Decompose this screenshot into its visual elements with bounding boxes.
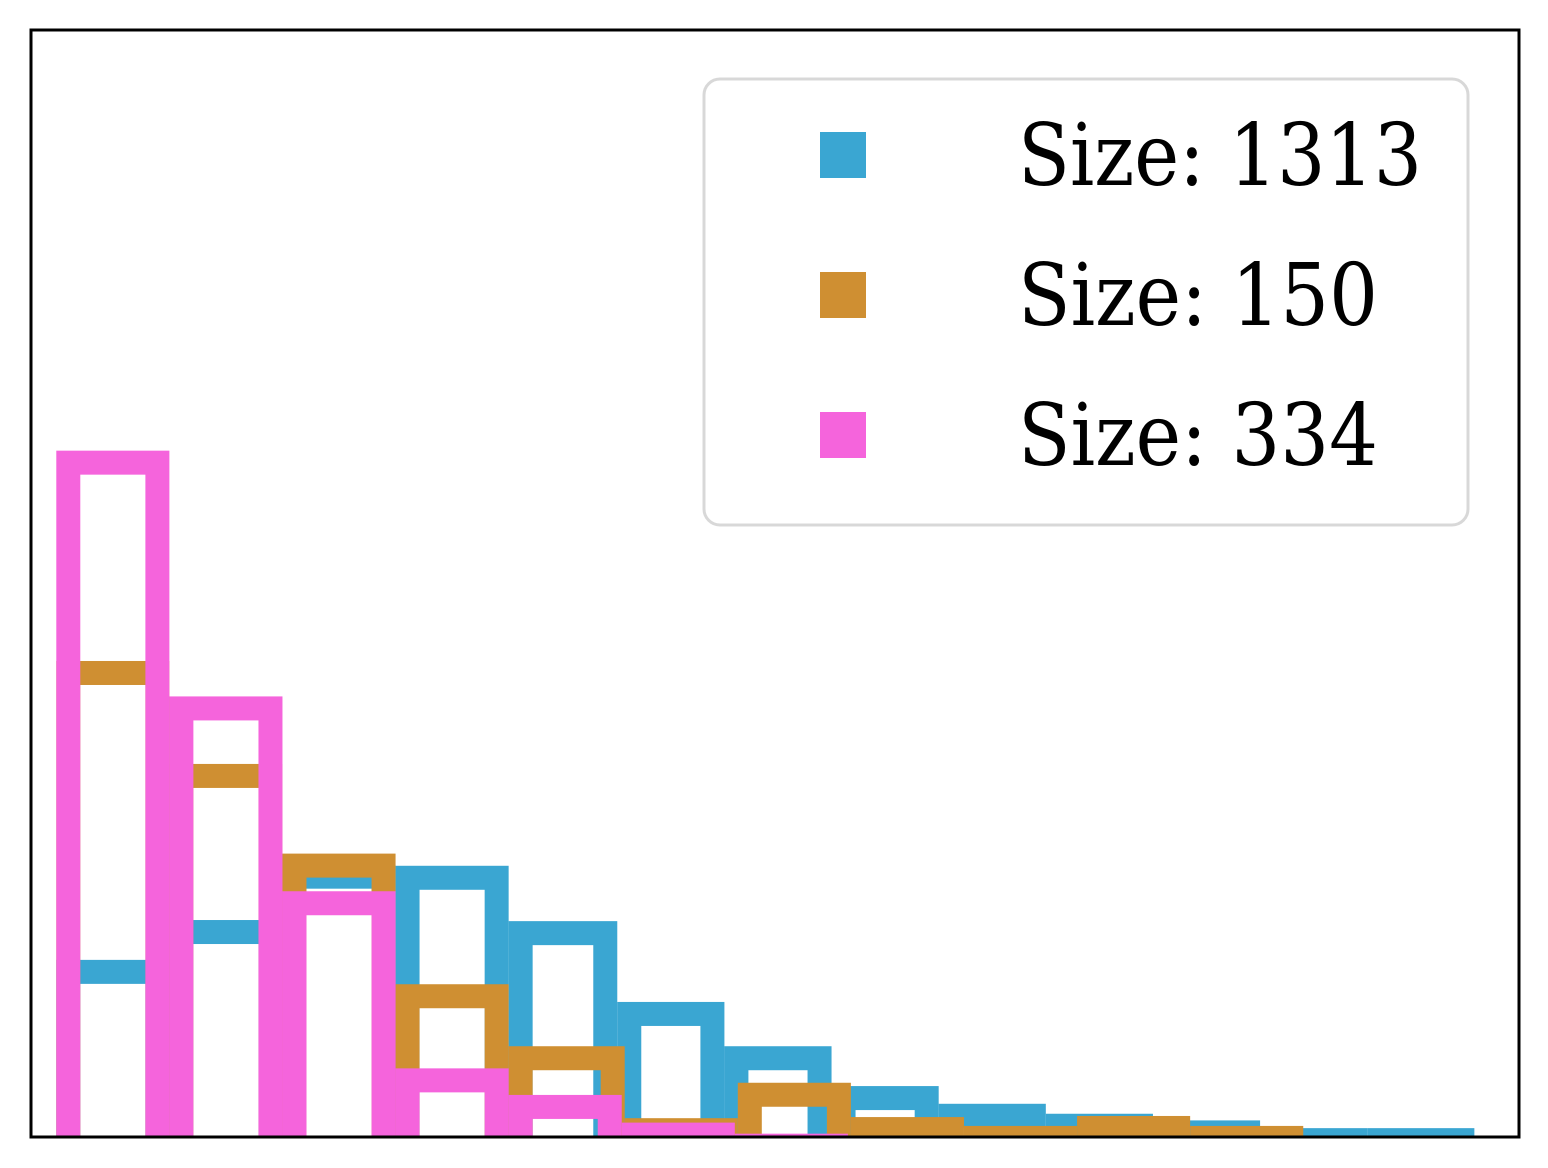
bar-series-3-bin-6	[621, 1122, 735, 1137]
bar-series-3-bin-4	[395, 1068, 509, 1137]
bar-series-3-bin-3	[282, 891, 396, 1137]
bar-series-3-bin-1	[56, 450, 170, 1137]
legend-label-1: Size: 1313	[1018, 106, 1422, 206]
legend-swatch-3	[820, 412, 866, 458]
legend-label-3: Size: 334	[1018, 386, 1378, 486]
bar-series-3-bin-5	[508, 1094, 622, 1137]
bar-series-2-bin-7	[737, 1082, 851, 1137]
legend-items: Size: 1313 Size: 150 Size: 334	[820, 106, 1422, 486]
bar-series-3-bin-2	[169, 696, 283, 1137]
series-3	[56, 450, 848, 1137]
legend-box	[702, 77, 1470, 527]
plot-frame	[29, 28, 1521, 1139]
bar-series-2-bin-8	[850, 1117, 964, 1137]
legend-swatch-2	[820, 272, 866, 318]
series-layer	[56, 450, 1475, 1137]
legend-label-2: Size: 150	[1018, 246, 1378, 346]
bar-series-1-bin-5	[508, 921, 618, 1137]
legend: Size: 1313 Size: 150 Size: 334	[702, 77, 1470, 527]
bar-series-2-bin-10	[1077, 1115, 1191, 1137]
bar-series-1-bin-6	[617, 1001, 725, 1137]
legend-swatch-1	[820, 132, 866, 178]
